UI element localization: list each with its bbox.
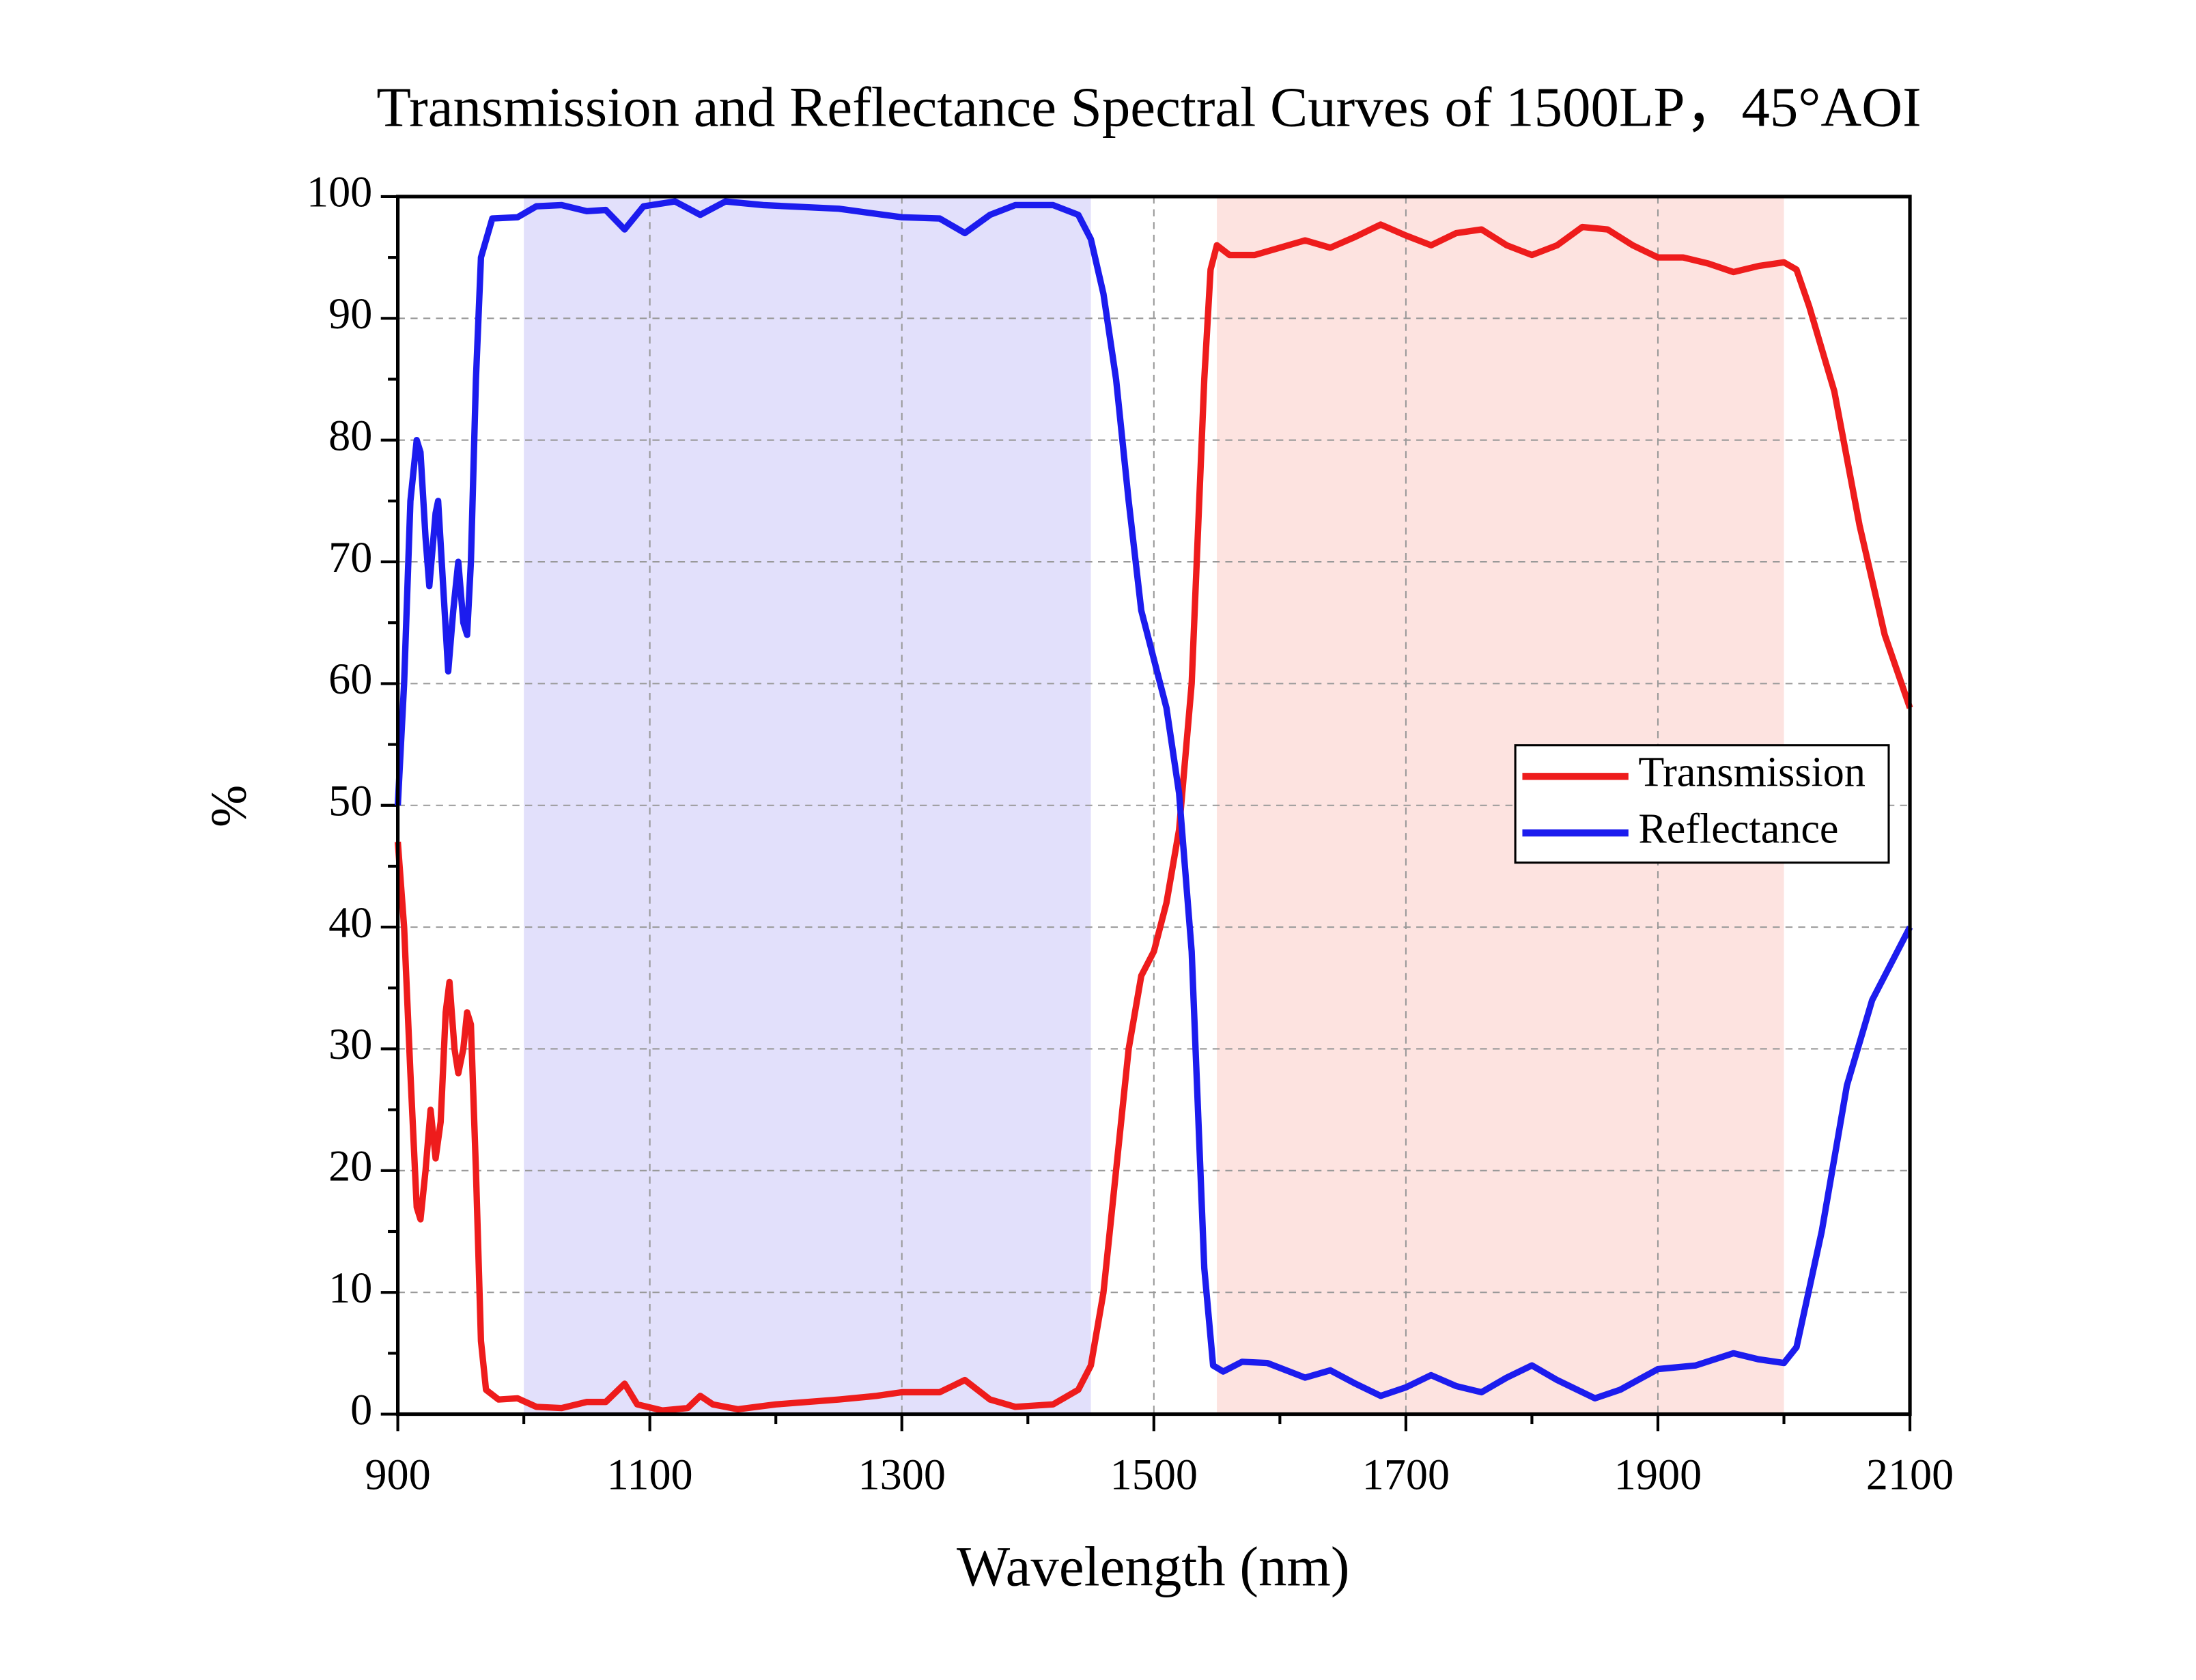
y-tick-label: 80 (328, 411, 372, 459)
legend-label: Transmission (1638, 750, 1866, 796)
plot-frame (395, 195, 1912, 1416)
y-tick-label: 60 (328, 655, 372, 703)
y-tick-label: 40 (328, 898, 372, 947)
y-axis-label: % (201, 785, 257, 827)
chart-title: Transmission and Reflectance Spectral Cu… (376, 76, 1921, 139)
y-tick-label: 10 (328, 1264, 372, 1312)
x-tick-label: 900 (365, 1451, 430, 1499)
data-line (394, 221, 1913, 1414)
y-tick-label: 20 (328, 1142, 372, 1191)
y-tick-label: 90 (328, 289, 372, 338)
y-tick-label: 50 (328, 776, 372, 825)
legend-box (1514, 744, 1890, 864)
y-tick-label: 0 (350, 1385, 372, 1434)
x-tick-label: 1500 (1110, 1451, 1198, 1499)
x-tick-label: 2100 (1866, 1451, 1954, 1499)
x-tick-label: 1300 (858, 1451, 946, 1499)
data-line (394, 198, 1913, 1402)
x-tick-label: 1100 (607, 1451, 693, 1499)
x-tick-label: 1700 (1362, 1451, 1450, 1499)
legend-label: Reflectance (1638, 806, 1838, 852)
x-tick-label: 1900 (1614, 1451, 1702, 1499)
y-tick-label: 70 (328, 533, 372, 582)
y-tick-label: 30 (328, 1020, 372, 1068)
y-tick-label: 100 (307, 168, 372, 216)
x-axis-label: Wavelength (nm) (957, 1535, 1349, 1598)
